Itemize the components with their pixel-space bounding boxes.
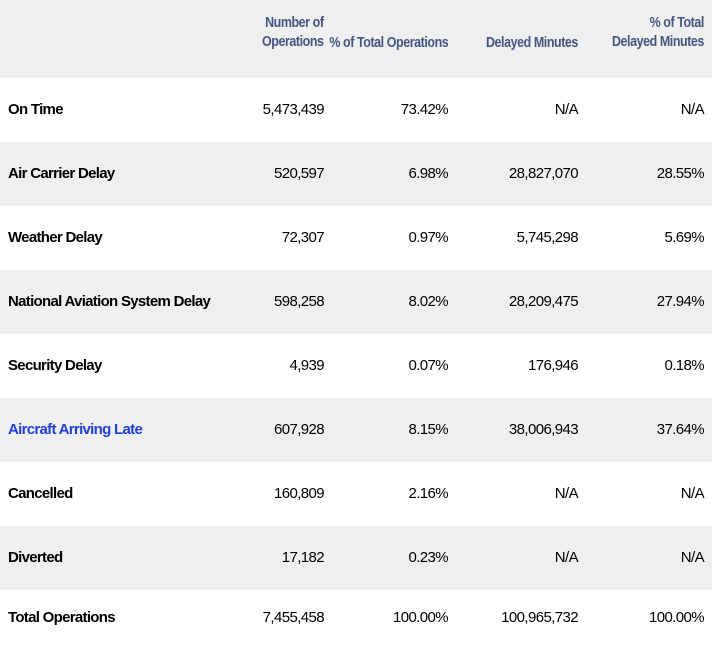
- table-row: Aircraft Arriving Late 607,928 8.15% 38,…: [0, 398, 712, 462]
- pct-operations-cell: 8.02%: [408, 293, 448, 310]
- header-pct-total-operations-line: % of Total Operations: [329, 35, 448, 51]
- pct-delayed-minutes-cell: 100.00%: [648, 609, 705, 626]
- delayed-minutes-cell: 38,006,943: [508, 421, 579, 438]
- pct-delayed-minutes-cell: 28.55%: [656, 165, 705, 182]
- row-label: National Aviation System Delay: [8, 293, 211, 310]
- table-row: Diverted 17,182 0.23% N/A N/A: [0, 526, 712, 590]
- pct-delayed-minutes-cell: 0.18%: [664, 357, 704, 374]
- number-of-operations-cell: 17,182: [281, 549, 325, 566]
- table-row: Air Carrier Delay 520,597 6.98% 28,827,0…: [0, 142, 712, 206]
- table-row: National Aviation System Delay 598,258 8…: [0, 270, 712, 334]
- delayed-minutes-cell: 176,946: [527, 357, 579, 374]
- header-pct-total-delayed-minutes-line-1: % of Total: [649, 15, 705, 31]
- pct-operations-cell: 0.97%: [408, 229, 448, 246]
- pct-delayed-minutes-cell: 27.94%: [656, 293, 705, 310]
- header-number-of-operations: Number of Operations: [262, 14, 324, 52]
- row-label: Cancelled: [8, 485, 73, 502]
- pct-operations-cell: 100.00%: [392, 609, 449, 626]
- number-of-operations-cell: 5,473,439: [262, 101, 325, 118]
- delayed-minutes-cell: N/A: [554, 549, 579, 566]
- delayed-minutes-cell: N/A: [554, 485, 579, 502]
- row-label: On Time: [8, 101, 64, 118]
- header-pct-total-delayed-minutes-line-2: Delayed Minutes: [612, 34, 704, 50]
- pct-operations-cell: 73.42%: [400, 101, 449, 118]
- aircraft-arriving-late-link[interactable]: Aircraft Arriving Late: [8, 421, 143, 438]
- delayed-minutes-cell: N/A: [554, 101, 579, 118]
- table-row: On Time 5,473,439 73.42% N/A N/A: [0, 78, 712, 142]
- pct-operations-cell: 0.07%: [408, 357, 448, 374]
- pct-delayed-minutes-cell: N/A: [680, 101, 705, 118]
- delayed-minutes-cell: 100,965,732: [501, 609, 578, 626]
- row-label: Diverted: [8, 549, 63, 566]
- number-of-operations-cell: 160,809: [273, 485, 325, 502]
- delayed-minutes-cell: 28,827,070: [508, 165, 579, 182]
- number-of-operations-cell: 607,928: [273, 421, 325, 438]
- header-delayed-minutes: Delayed Minutes: [486, 34, 578, 53]
- table-row: Security Delay 4,939 0.07% 176,946 0.18%: [0, 334, 712, 398]
- row-label: Air Carrier Delay: [8, 165, 115, 182]
- number-of-operations-cell: 520,597: [273, 165, 325, 182]
- pct-delayed-minutes-cell: 37.64%: [656, 421, 705, 438]
- table-row-total: Total Operations 7,455,458 100.00% 100,9…: [0, 590, 712, 634]
- header-pct-total-delayed-minutes: % of Total Delayed Minutes: [612, 14, 704, 52]
- number-of-operations-cell: 72,307: [281, 229, 325, 246]
- row-label: Total Operations: [8, 609, 116, 626]
- number-of-operations-cell: 4,939: [289, 357, 324, 374]
- pct-operations-cell: 2.16%: [408, 485, 448, 502]
- header-number-of-operations-line-2: Operations: [262, 34, 324, 50]
- row-label: Weather Delay: [8, 229, 103, 246]
- row-label: Security Delay: [8, 357, 102, 374]
- header-number-of-operations-line-1: Number of: [265, 15, 325, 31]
- delayed-minutes-cell: 28,209,475: [508, 293, 579, 310]
- pct-operations-cell: 8.15%: [408, 421, 448, 438]
- pct-delayed-minutes-cell: 5.69%: [664, 229, 704, 246]
- pct-delayed-minutes-cell: N/A: [680, 485, 705, 502]
- pct-operations-cell: 0.23%: [408, 549, 448, 566]
- table-row: Weather Delay 72,307 0.97% 5,745,298 5.6…: [0, 206, 712, 270]
- table-row: Cancelled 160,809 2.16% N/A N/A: [0, 462, 712, 526]
- table-header: Number of Operations % of Total Operatio…: [0, 0, 712, 78]
- number-of-operations-cell: 7,455,458: [262, 609, 325, 626]
- number-of-operations-cell: 598,258: [273, 293, 325, 310]
- delayed-minutes-cell: 5,745,298: [516, 229, 579, 246]
- pct-delayed-minutes-cell: N/A: [680, 549, 705, 566]
- header-delayed-minutes-line: Delayed Minutes: [486, 35, 578, 51]
- pct-operations-cell: 6.98%: [408, 165, 448, 182]
- header-pct-total-operations: % of Total Operations: [329, 34, 448, 53]
